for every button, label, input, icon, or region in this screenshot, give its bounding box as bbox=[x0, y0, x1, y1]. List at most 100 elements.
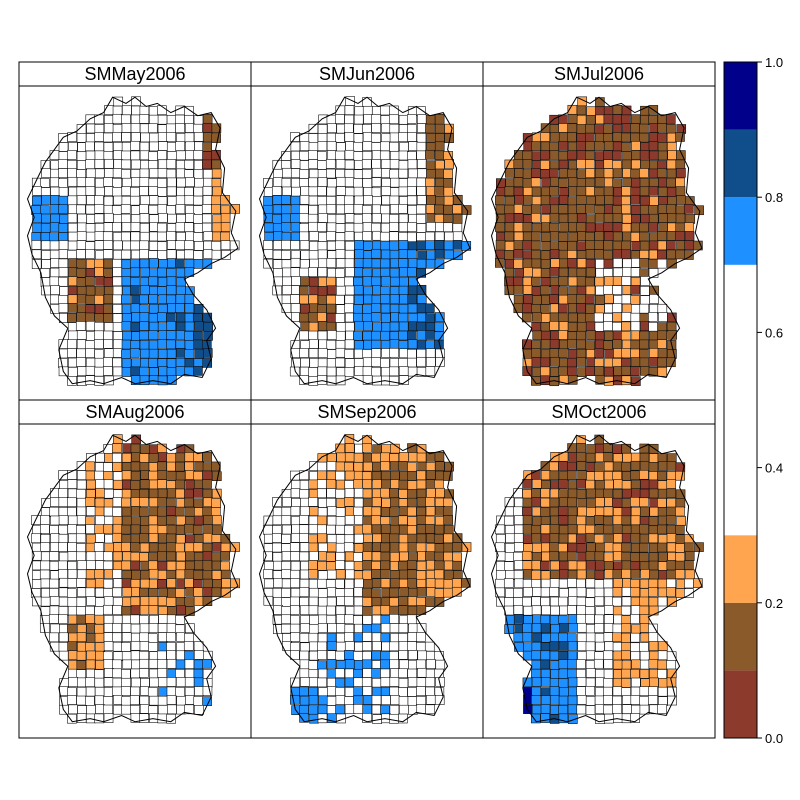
district bbox=[531, 204, 541, 215]
district bbox=[567, 668, 577, 679]
district bbox=[308, 705, 318, 715]
district bbox=[317, 196, 328, 206]
district bbox=[567, 213, 578, 224]
district bbox=[131, 605, 141, 615]
district bbox=[76, 606, 86, 616]
district bbox=[676, 195, 686, 205]
district bbox=[425, 115, 436, 125]
district bbox=[595, 205, 605, 215]
district bbox=[443, 195, 454, 206]
district bbox=[425, 506, 436, 516]
district bbox=[157, 507, 167, 517]
district bbox=[40, 223, 51, 233]
district bbox=[121, 294, 131, 305]
district bbox=[576, 443, 586, 453]
district bbox=[317, 358, 328, 369]
district bbox=[416, 268, 427, 278]
district bbox=[541, 204, 551, 215]
district bbox=[638, 542, 649, 553]
district bbox=[621, 114, 631, 125]
district bbox=[67, 168, 77, 178]
district bbox=[363, 579, 373, 589]
district bbox=[184, 132, 195, 143]
district bbox=[327, 506, 337, 516]
colorbar-bin bbox=[724, 602, 757, 671]
district bbox=[407, 132, 417, 142]
district bbox=[577, 622, 587, 633]
district bbox=[140, 515, 150, 526]
district bbox=[504, 506, 515, 517]
district bbox=[85, 249, 95, 259]
district bbox=[308, 524, 319, 534]
district bbox=[85, 677, 95, 688]
district bbox=[184, 349, 194, 359]
district bbox=[612, 596, 622, 607]
district bbox=[335, 330, 346, 341]
district bbox=[381, 159, 392, 169]
district bbox=[335, 232, 346, 242]
district bbox=[158, 366, 168, 376]
district bbox=[140, 285, 150, 295]
district bbox=[85, 365, 96, 376]
district bbox=[203, 249, 213, 259]
district bbox=[290, 141, 301, 152]
district bbox=[559, 622, 569, 633]
district bbox=[667, 258, 677, 269]
district bbox=[443, 214, 453, 224]
district bbox=[193, 659, 204, 670]
district bbox=[111, 205, 122, 215]
district bbox=[371, 524, 382, 535]
district bbox=[353, 677, 364, 688]
district bbox=[344, 650, 354, 660]
district bbox=[326, 569, 337, 580]
district bbox=[112, 532, 122, 543]
district bbox=[58, 240, 69, 250]
district bbox=[380, 686, 391, 697]
district bbox=[531, 686, 541, 697]
district bbox=[631, 258, 641, 268]
district bbox=[416, 232, 426, 242]
district bbox=[327, 542, 337, 553]
district bbox=[435, 196, 445, 206]
district bbox=[639, 331, 649, 341]
district bbox=[353, 668, 363, 679]
district bbox=[290, 578, 300, 588]
district bbox=[185, 606, 195, 616]
district bbox=[389, 347, 399, 358]
district bbox=[649, 123, 659, 133]
district bbox=[76, 677, 87, 688]
district bbox=[522, 560, 533, 571]
district bbox=[613, 561, 623, 572]
district bbox=[523, 294, 534, 305]
district bbox=[531, 704, 542, 715]
district bbox=[621, 623, 631, 633]
district bbox=[326, 294, 336, 305]
district bbox=[139, 650, 149, 661]
district bbox=[317, 515, 328, 526]
district bbox=[211, 552, 222, 562]
district bbox=[657, 142, 668, 152]
district bbox=[335, 552, 346, 562]
district bbox=[389, 114, 399, 125]
district bbox=[148, 497, 159, 508]
district bbox=[585, 141, 596, 151]
district bbox=[407, 241, 418, 252]
district bbox=[532, 312, 542, 322]
district bbox=[577, 543, 587, 553]
district bbox=[612, 339, 622, 349]
district bbox=[166, 321, 177, 331]
district bbox=[540, 461, 551, 471]
district bbox=[68, 515, 78, 526]
district bbox=[175, 534, 186, 544]
district bbox=[513, 213, 524, 223]
district bbox=[147, 633, 158, 643]
district bbox=[585, 668, 596, 678]
district bbox=[353, 452, 364, 463]
district bbox=[398, 605, 408, 615]
district bbox=[264, 578, 274, 589]
district bbox=[148, 642, 158, 652]
district bbox=[399, 551, 409, 562]
district bbox=[568, 677, 578, 688]
country-outline bbox=[490, 96, 703, 385]
district bbox=[308, 479, 319, 490]
